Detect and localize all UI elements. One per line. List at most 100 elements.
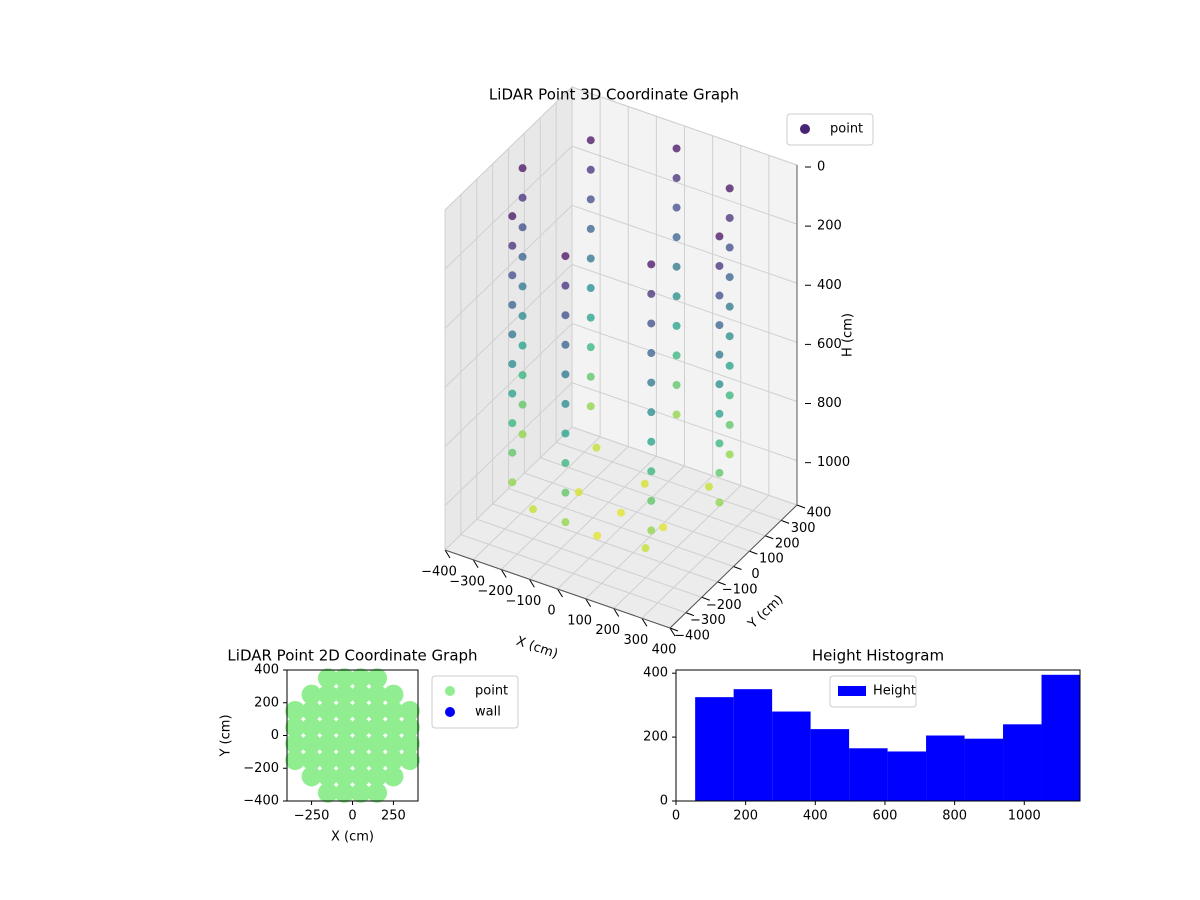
axes-frame: [675, 669, 1081, 802]
point: [725, 391, 734, 400]
bar: [887, 751, 927, 801]
point: [725, 273, 734, 282]
point: [317, 766, 338, 787]
z-tick-label: 600: [817, 337, 842, 352]
point: [561, 311, 570, 320]
grid-line: [460, 194, 687, 614]
point: [561, 429, 570, 438]
y-tick: [717, 581, 726, 586]
point: [518, 252, 527, 261]
grid-line: [476, 179, 702, 598]
point: [301, 717, 322, 738]
x-tick: [444, 549, 451, 559]
grid-line: [539, 117, 766, 537]
point: [301, 700, 322, 721]
point: [508, 241, 517, 250]
point: [617, 508, 625, 517]
point: [586, 284, 595, 293]
point: [672, 380, 681, 389]
point: [508, 212, 517, 221]
point: [561, 518, 570, 527]
axis-line: [444, 165, 798, 629]
x-tick-label: 0: [672, 809, 680, 824]
grid-line: [508, 148, 734, 567]
point: [399, 717, 420, 738]
point: [334, 733, 355, 754]
x-tick-label: 1000: [1008, 809, 1041, 824]
grid-line: [444, 382, 798, 507]
point: [672, 262, 681, 271]
bar: [695, 697, 734, 801]
point: [725, 361, 734, 370]
z-tick-label: 400: [817, 278, 842, 293]
x-tick-label: 600: [873, 809, 898, 824]
point: [317, 750, 338, 771]
point: [350, 750, 371, 771]
point: [399, 750, 420, 771]
bar: [772, 711, 811, 801]
y-tick: [685, 612, 695, 617]
x-tick-label: 200: [733, 809, 758, 824]
y-tick-label: 400: [254, 663, 279, 678]
x-tick: [641, 617, 648, 627]
point: [586, 254, 595, 263]
point: [715, 261, 724, 270]
point: [508, 330, 517, 339]
point: [518, 371, 527, 380]
point: [725, 420, 734, 429]
point: [383, 717, 404, 738]
point: [593, 531, 602, 540]
point: [317, 700, 338, 721]
bar: [849, 748, 888, 801]
point: [647, 289, 656, 298]
x-tick: [500, 569, 507, 578]
point: [561, 340, 570, 349]
grid-line: [571, 87, 798, 506]
grid-line: [444, 263, 798, 388]
legend-frame: [786, 113, 874, 146]
point: [367, 766, 388, 787]
point: [672, 292, 681, 301]
legend-label: point: [830, 122, 863, 137]
x-tick-label: 0: [348, 809, 356, 824]
x-tick-label: 400: [803, 809, 828, 824]
point: [285, 717, 306, 738]
x-tick: [669, 627, 676, 637]
x-tick: [557, 588, 563, 598]
y-tick-label: 200: [254, 695, 279, 710]
point: [672, 144, 681, 153]
grid-line: [444, 322, 798, 447]
point: [672, 203, 681, 212]
legend-swatch: [838, 686, 866, 696]
x-tick: [585, 598, 592, 608]
bar: [964, 738, 1004, 801]
point: [350, 668, 371, 689]
point: [561, 281, 570, 290]
legend-marker: [445, 707, 455, 717]
point: [725, 213, 734, 222]
z-tick-label: 1000: [817, 455, 850, 470]
point: [561, 252, 570, 261]
x-axis-label: X (cm): [514, 634, 560, 662]
point: [301, 684, 322, 705]
y-tick: [765, 535, 774, 540]
grid-line: [444, 204, 798, 329]
y-tick: [701, 596, 710, 601]
point: [640, 479, 649, 488]
point: [715, 409, 724, 418]
point: [334, 782, 355, 803]
point: [715, 468, 724, 477]
grid-line: [444, 86, 798, 211]
y-tick-label: −100: [722, 582, 758, 597]
point: [383, 700, 404, 721]
point: [367, 782, 388, 803]
point: [350, 684, 371, 705]
y-tick-label: 0: [271, 728, 279, 743]
x-tick-label: 400: [652, 643, 677, 658]
point: [383, 684, 404, 705]
point: [647, 349, 656, 358]
point: [725, 184, 734, 193]
point: [647, 378, 656, 387]
point: [586, 402, 595, 411]
